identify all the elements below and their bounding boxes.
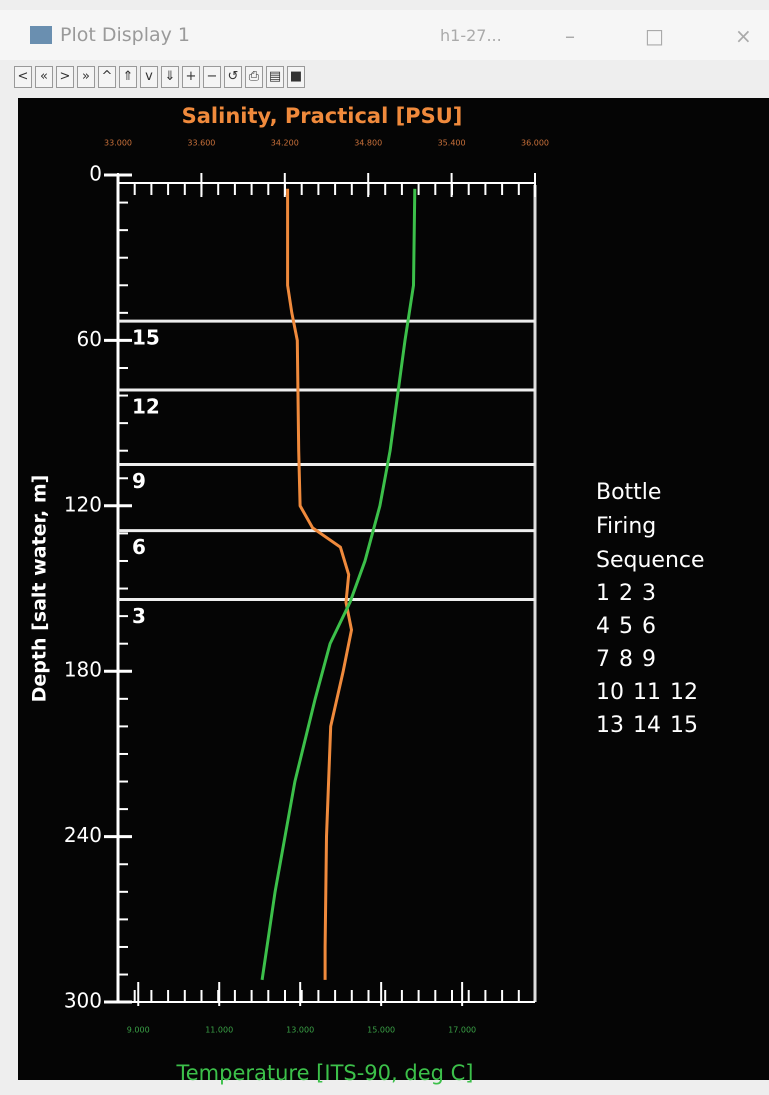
profile-line: [260, 188, 417, 981]
x-tick-label: 9.000: [127, 1026, 150, 1035]
legend-row: 7 8 9: [596, 647, 656, 672]
legend-title: Bottle: [596, 480, 661, 505]
window-title: Plot Display 1: [60, 24, 191, 46]
legend-row: 1 2 3: [596, 581, 656, 606]
x2-tick-label: 36.000: [521, 139, 549, 148]
tool-button[interactable]: >: [56, 66, 74, 88]
close-button[interactable]: ×: [735, 24, 752, 48]
x2-tick-label: 33.000: [104, 139, 132, 148]
tool-button[interactable]: +: [182, 66, 200, 88]
legend-title: Firing: [596, 514, 656, 539]
tool-button[interactable]: ⎙: [245, 66, 263, 88]
minimize-button[interactable]: –: [565, 24, 575, 48]
x2-tick-label: 34.200: [271, 139, 299, 148]
legend-row: 10 11 12: [596, 680, 698, 705]
x-tick-label: 17.000: [448, 1026, 476, 1035]
tool-button[interactable]: ■: [287, 66, 305, 88]
x2-axis-label: Salinity, Practical [PSU]: [182, 104, 463, 128]
bottle-label: 15: [132, 326, 160, 350]
tool-button[interactable]: <: [14, 66, 32, 88]
x-tick-label: 15.000: [367, 1026, 395, 1035]
y-tick-label: 0: [89, 162, 102, 186]
y-tick-label: 240: [64, 823, 102, 847]
tool-button[interactable]: ▤: [266, 66, 284, 88]
plot-background: [18, 98, 769, 1080]
bottle-label: 6: [132, 535, 146, 559]
x2-tick-label: 35.400: [438, 139, 466, 148]
bottle-label: 3: [132, 604, 146, 628]
y-tick-label: 60: [77, 327, 102, 351]
legend-row: 13 14 15: [596, 713, 698, 738]
x-axis-label: Temperature [ITS-90, deg C]: [175, 1061, 473, 1085]
tool-button[interactable]: v: [140, 66, 158, 88]
app-icon: [30, 26, 52, 44]
legend-title: Sequence: [596, 548, 705, 573]
legend-row: 4 5 6: [596, 614, 656, 639]
tool-button[interactable]: ^: [98, 66, 116, 88]
x2-tick-label: 33.600: [187, 139, 215, 148]
title-bar: Plot Display 1 h1-27... – □ ×: [0, 10, 769, 60]
tool-button[interactable]: ↺: [224, 66, 242, 88]
profile-line: [286, 188, 354, 980]
bottle-label: 12: [132, 395, 160, 419]
y-tick-label: 180: [64, 658, 102, 682]
window-subtitle: h1-27...: [440, 26, 502, 45]
tool-button[interactable]: ⇓: [161, 66, 179, 88]
tool-button[interactable]: «: [35, 66, 53, 88]
toolbar: < « > » ^ ⇑ v ⇓ + − ↺ ⎙ ▤ ■: [14, 66, 305, 92]
bottle-label: 9: [132, 469, 146, 493]
tool-button[interactable]: ⇑: [119, 66, 137, 88]
y-tick-label: 120: [64, 492, 102, 516]
y-axis-label: Depth [salt water, m]: [29, 475, 51, 703]
x2-tick-label: 34.800: [354, 139, 382, 148]
x-tick-label: 13.000: [286, 1026, 314, 1035]
tool-button[interactable]: »: [77, 66, 95, 88]
tool-button[interactable]: −: [203, 66, 221, 88]
maximize-button[interactable]: □: [645, 24, 664, 48]
y-tick-label: 300: [64, 989, 102, 1013]
x-tick-label: 11.000: [205, 1026, 233, 1035]
